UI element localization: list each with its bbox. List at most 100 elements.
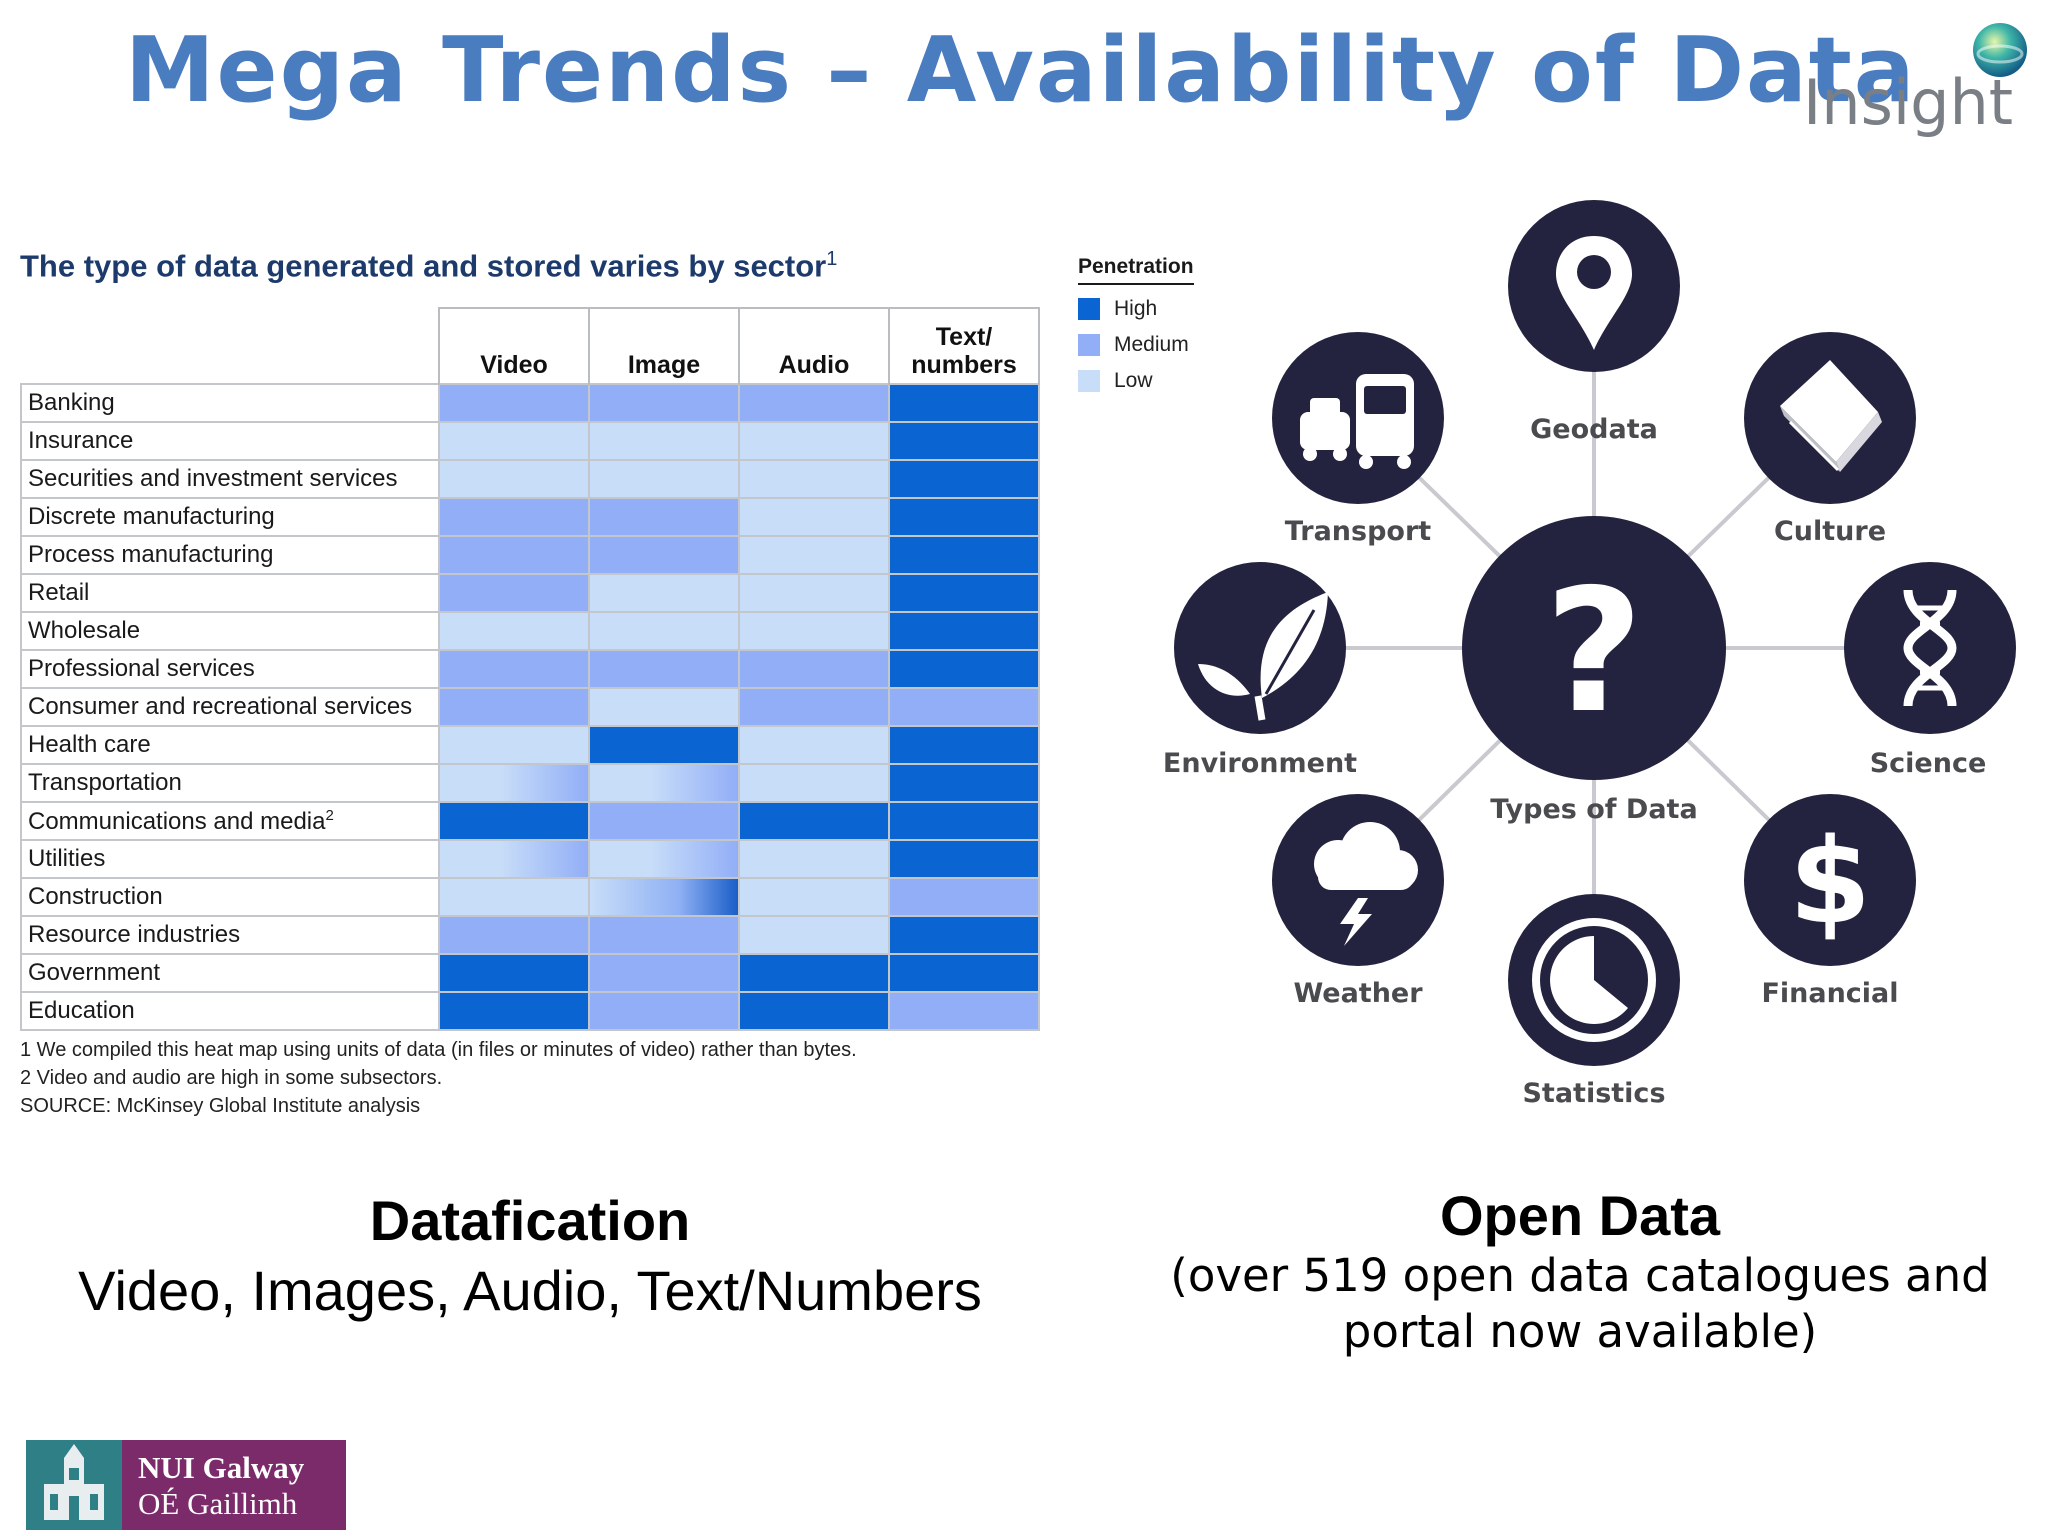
heatmap-cell — [738, 839, 890, 879]
leaf-icon — [1198, 592, 1328, 721]
legend-swatch — [1078, 370, 1100, 392]
heatmap-cell — [588, 459, 740, 499]
heatmap-title: The type of data generated and stored va… — [20, 248, 837, 284]
heatmap-row: Communications and media2 — [20, 801, 1040, 841]
legend-item-medium: Medium — [1078, 333, 1194, 357]
heatmap-cell — [588, 497, 740, 537]
sector-name: Insurance — [28, 427, 134, 454]
sector-label: Banking — [20, 383, 440, 423]
heatmap-cell — [738, 535, 890, 575]
column-header-line: Image — [627, 351, 701, 379]
source-note: SOURCE: McKinsey Global Institute analys… — [20, 1095, 421, 1117]
heatmap-cell — [588, 763, 740, 803]
sector-footnote: 2 — [325, 806, 334, 824]
heatmap-row: Education — [20, 991, 1040, 1031]
legend-swatch — [1078, 334, 1100, 356]
heatmap-row: Discrete manufacturing — [20, 497, 1040, 537]
heatmap-cell — [588, 611, 740, 651]
heatmap-cell — [588, 991, 740, 1031]
column-header-audio: Audio — [738, 307, 890, 384]
node-transport: Transport — [1272, 332, 1444, 547]
node-label-weather: Weather — [1293, 978, 1423, 1009]
sector-name: Health care — [28, 731, 151, 758]
nui-galway-irish-name: OÉ Gaillimh — [138, 1486, 298, 1521]
heatmap-row: Consumer and recreational services — [20, 687, 1040, 727]
sector-name: Education — [28, 997, 135, 1024]
heatmap-cell — [438, 763, 590, 803]
heatmap-cell — [438, 953, 590, 993]
heatmap-cell — [588, 535, 740, 575]
heatmap-cell — [888, 801, 1040, 841]
node-label-environment: Environment — [1163, 748, 1357, 779]
heatmap-cell — [738, 763, 890, 803]
heatmap-cell — [588, 383, 740, 423]
map-pin-icon — [1556, 236, 1632, 350]
node-label-culture: Culture — [1774, 516, 1886, 547]
sector-name: Retail — [28, 579, 90, 606]
heatmap-cell — [738, 573, 890, 613]
heatmap-cell — [738, 725, 890, 765]
center-label: Types of Data — [1490, 794, 1697, 825]
heatmap-cell — [888, 763, 1040, 803]
nui-galway-name: NUI Galway — [138, 1450, 305, 1485]
storm-cloud-icon — [1314, 822, 1418, 946]
heatmap-row: Transportation — [20, 763, 1040, 803]
heatmap-notes: 1 We compiled this heat map using units … — [20, 1036, 857, 1120]
heatmap-cell — [738, 383, 890, 423]
column-header-image: Image — [588, 307, 740, 384]
heatmap-cell — [438, 801, 590, 841]
question-mark-icon: ? — [1545, 553, 1644, 751]
heatmap-cell — [738, 687, 890, 727]
sector-label: Communications and media2 — [20, 801, 440, 841]
sector-name: Banking — [28, 389, 115, 416]
footnote-2: 2 Video and audio are high in some subse… — [20, 1067, 443, 1089]
legend-swatch — [1078, 298, 1100, 320]
heatmap-cell — [438, 877, 590, 917]
heatmap-cell — [888, 497, 1040, 537]
legend-label: High — [1114, 297, 1158, 320]
heatmap-title-text: The type of data generated and stored va… — [20, 248, 827, 284]
node-culture: Culture — [1744, 332, 1916, 547]
sector-name: Resource industries — [28, 921, 241, 948]
heatmap-cell — [438, 383, 590, 423]
heatmap-cell — [438, 725, 590, 765]
node-label-financial: Financial — [1761, 978, 1898, 1009]
heatmap-cell — [738, 649, 890, 689]
sector-name: Utilities — [28, 845, 106, 872]
node-label-science: Science — [1870, 748, 1987, 779]
sector-label: Resource industries — [20, 915, 440, 955]
heatmap-row: Insurance — [20, 421, 1040, 461]
node-geodata: Geodata — [1508, 200, 1680, 445]
heatmap-row: Wholesale — [20, 611, 1040, 651]
legend-item-high: High — [1078, 297, 1194, 321]
sector-label: Health care — [20, 725, 440, 765]
heatmap-cell — [588, 915, 740, 955]
sector-label: Consumer and recreational services — [20, 687, 440, 727]
nui-galway-text: NUI Galway OÉ Gaillimh — [122, 1440, 346, 1530]
heatmap-cell — [738, 991, 890, 1031]
heatmap-row: Construction — [20, 877, 1040, 917]
heatmap-cell — [888, 915, 1040, 955]
heatmap-corner — [21, 308, 439, 384]
heatmap-cell — [888, 611, 1040, 651]
node-environment: Environment — [1163, 562, 1357, 779]
open-data-subtitle-line1: (over 519 open data catalogues and — [1170, 1249, 1990, 1302]
column-header-line: Video — [480, 351, 548, 379]
heatmap-cell — [438, 991, 590, 1031]
sector-label: Utilities — [20, 839, 440, 879]
datafication-subtitle: Video, Images, Audio, Text/Numbers — [78, 1259, 982, 1322]
dna-icon — [1903, 589, 1957, 707]
heatmap-row: Banking — [20, 383, 1040, 423]
heatmap-cell — [888, 459, 1040, 499]
sector-label: Transportation — [20, 763, 440, 803]
heatmap-cell — [588, 953, 740, 993]
open-data-subtitle-line2: portal now available) — [1342, 1305, 1818, 1358]
heatmap-cell — [438, 535, 590, 575]
dollar-icon: $ — [1789, 812, 1871, 950]
node-science: Science — [1844, 562, 2016, 779]
heatmap-cell — [588, 573, 740, 613]
heatmap-cell — [438, 915, 590, 955]
column-header-video: Video — [438, 307, 590, 384]
heatmap-title-footnote: 1 — [826, 248, 838, 270]
heatmap-cell — [888, 991, 1040, 1031]
